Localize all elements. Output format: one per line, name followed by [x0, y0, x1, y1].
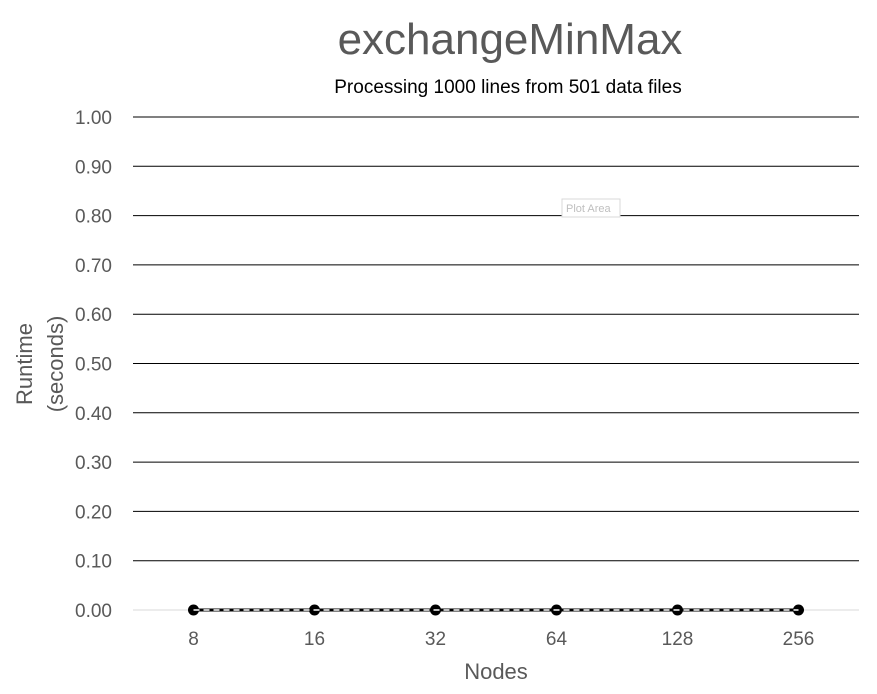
plot-area-tooltip: Plot Area [561, 198, 621, 218]
gridlines [133, 116, 859, 611]
chart-subtitle: Processing 1000 lines from 501 data file… [334, 77, 681, 98]
data-series [188, 604, 804, 616]
y-axis-title: Runtime (seconds) [12, 316, 68, 413]
y-tick-label: 0.60 [75, 305, 112, 326]
y-axis-tick-labels: 0.00 0.10 0.20 0.30 0.40 0.50 0.60 0.70 0.80 0.90… [75, 108, 112, 622]
y-tick-label: 0.70 [75, 256, 112, 277]
y-tick-label: 0.00 [75, 601, 112, 622]
y-axis-title-line: (seconds) [43, 316, 68, 413]
x-tick-label: 128 [662, 629, 694, 650]
y-tick-label: 0.80 [75, 207, 112, 228]
y-tick-label: 0.10 [75, 552, 112, 573]
x-axis-tick-labels: 8 16 32 64 128 256 [188, 629, 814, 650]
x-tick-label: 256 [783, 629, 815, 650]
x-tick-label: 8 [188, 629, 199, 650]
y-tick-label: 0.30 [75, 453, 112, 474]
x-tick-label: 32 [425, 629, 446, 650]
y-tick-label: 0.40 [75, 404, 112, 425]
chart-title: exchangeMinMax [338, 15, 683, 64]
plot-area-tooltip-box [561, 198, 621, 218]
y-tick-label: 0.20 [75, 502, 112, 523]
plot-area-tooltip-label: Plot Area [566, 203, 612, 215]
y-tick-label: 0.90 [75, 157, 112, 178]
x-tick-label: 16 [304, 629, 325, 650]
x-axis-title: Nodes [464, 659, 528, 684]
y-axis-title-line: Runtime [12, 323, 37, 405]
y-tick-label: 1.00 [75, 108, 112, 129]
y-tick-label: 0.50 [75, 355, 112, 376]
x-tick-label: 64 [546, 629, 568, 650]
